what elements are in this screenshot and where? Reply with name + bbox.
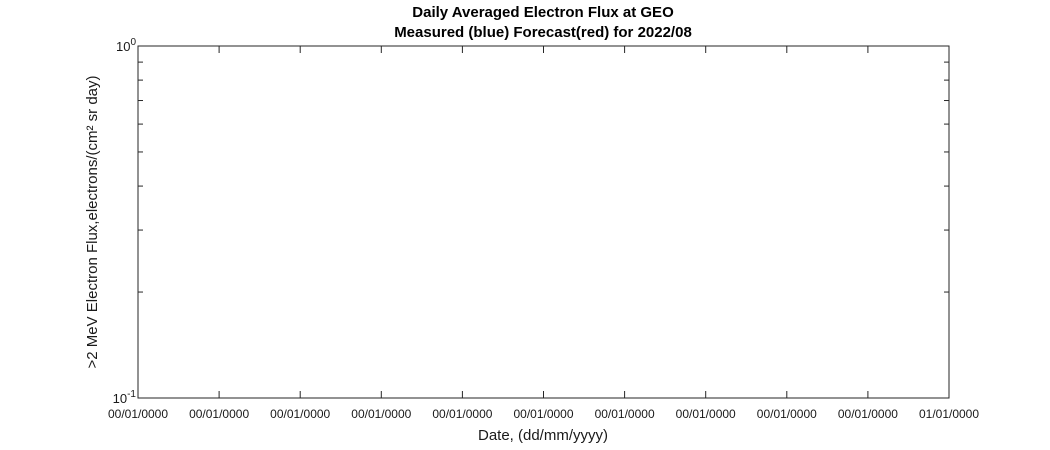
x-tick-label: 00/01/0000 bbox=[432, 407, 492, 421]
x-axis-label: Date, (dd/mm/yyyy) bbox=[478, 427, 608, 444]
y-tick-label: 100 bbox=[116, 37, 136, 54]
plot-frame bbox=[137, 45, 950, 399]
x-tick-label: 00/01/0000 bbox=[351, 407, 411, 421]
x-tick-label: 00/01/0000 bbox=[270, 407, 330, 421]
x-tick-labels: 00/01/0000 00/01/0000 00/01/0000 00/01/0000… bbox=[108, 407, 979, 421]
x-tick-label: 00/01/0000 bbox=[513, 407, 573, 421]
chart-title: Daily Averaged Electron Flux at GEO bbox=[412, 4, 674, 21]
y-tick-label: 10-1 bbox=[113, 389, 137, 406]
x-tick-label: 01/01/0000 bbox=[919, 407, 979, 421]
x-tick-label: 00/01/0000 bbox=[108, 407, 168, 421]
x-tick-label: 00/01/0000 bbox=[189, 407, 249, 421]
x-tick-label: 00/01/0000 bbox=[676, 407, 736, 421]
x-tick-label: 00/01/0000 bbox=[838, 407, 898, 421]
x-tick-label: 00/01/0000 bbox=[595, 407, 655, 421]
chart-subtitle: Measured (blue) Forecast(red) for 2022/0… bbox=[394, 24, 692, 41]
y-axis-label: >2 MeV Electron Flux,electrons/(cm² sr d… bbox=[84, 75, 101, 368]
axis-ticks bbox=[137, 45, 950, 399]
y-tick-labels: 10-1 100 bbox=[113, 37, 137, 406]
x-tick-label: 00/01/0000 bbox=[757, 407, 817, 421]
